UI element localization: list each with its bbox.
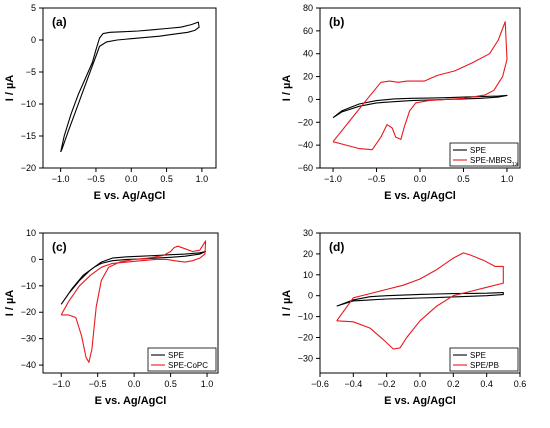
series-line-spe — [332, 94, 508, 119]
series-line-spe — [336, 292, 504, 307]
y-axis-title: I / µA — [281, 75, 293, 102]
y-tick-label: −10 — [21, 99, 36, 109]
y-tick-label: −40 — [21, 360, 36, 370]
panel-label: (c) — [52, 240, 67, 254]
y-tick-label: −20 — [21, 163, 36, 173]
x-tick-label: 0.0 — [125, 174, 138, 184]
panel-b: −1.0 −0.5 0.0 0.5 1.0 80 60 40 20 0 −20 −40 −60 E vs.… — [281, 3, 521, 202]
x-tick-label: −1.0 — [52, 379, 70, 389]
y-tick-label: 60 — [303, 26, 313, 36]
y-tick-label: −20 — [298, 332, 313, 342]
y-tick-label: −60 — [298, 163, 313, 173]
y-tick-label: −30 — [21, 334, 36, 344]
series-line-spe-pb — [336, 252, 504, 350]
x-tick-label: −0.4 — [344, 379, 362, 389]
x-axis-title: E vs. Ag/AgCl — [95, 395, 167, 407]
x-tick-label: 0.5 — [160, 174, 173, 184]
x-tick-label: 0.4 — [480, 379, 493, 389]
x-tick-label: 0.2 — [447, 379, 460, 389]
series-line-spe-mbrs — [332, 21, 508, 151]
y-tick-label: 0 — [31, 35, 36, 45]
panel-c: −1.0 −0.5 0.0 0.5 1.0 10 0 −10 −20 −30 −40 E vs. Ag… — [4, 228, 219, 407]
x-tick-label: −0.5 — [368, 174, 386, 184]
series-line-spe-copc — [60, 240, 207, 363]
panel-d: −0.6 −0.4 −0.2 0.0 0.2 0.4 0.6 30 20 10 0 −10 −20 −30… — [281, 228, 526, 407]
series-line-0 — [60, 21, 200, 153]
y-tick-label: 0 — [31, 254, 36, 264]
panel-label: (d) — [329, 240, 344, 254]
legend-label: SPE — [470, 146, 486, 155]
y-tick-label: 0 — [308, 291, 313, 301]
y-tick-label: 40 — [303, 49, 313, 59]
legend-label: SPE/PB — [470, 361, 499, 370]
legend-label: SPE-CoPC — [168, 361, 208, 370]
legend-label: SPE — [168, 351, 184, 360]
x-tick-label: 0.5 — [457, 174, 470, 184]
y-tick-label: −10 — [298, 312, 313, 322]
y-tick-label: −15 — [21, 131, 36, 141]
y-tick-label: 5 — [31, 3, 36, 13]
y-tick-label: −20 — [21, 307, 36, 317]
x-tick-label: 0.0 — [128, 379, 141, 389]
x-axis-title: E vs. Ag/AgCl — [384, 395, 456, 407]
y-tick-label: −40 — [298, 140, 313, 150]
x-tick-label: 0.0 — [414, 174, 427, 184]
x-axis-title: E vs. Ag/AgCl — [94, 190, 166, 202]
panel-a: −1.0 −0.5 0.0 0.5 1.0 5 0 −5 −10 −15 −20 E vs. Ag/A… — [4, 3, 217, 202]
x-tick-label: −0.6 — [311, 379, 329, 389]
x-tick-label: −0.5 — [87, 174, 105, 184]
y-tick-label: 20 — [303, 249, 313, 259]
y-axis-title: I / µA — [4, 290, 16, 317]
y-tick-label: −30 — [298, 353, 313, 363]
x-tick-label: 0.5 — [164, 379, 177, 389]
y-tick-label: 20 — [303, 72, 313, 82]
x-tick-label: −1.0 — [52, 174, 70, 184]
y-tick-label: −5 — [26, 67, 36, 77]
y-tick-label: 10 — [26, 228, 36, 238]
plot-frame — [42, 7, 217, 169]
y-tick-label: −10 — [21, 281, 36, 291]
y-tick-label: −20 — [298, 117, 313, 127]
series-line-spe — [60, 250, 207, 305]
x-tick-label: 1.0 — [201, 379, 214, 389]
x-tick-label: 0.6 — [514, 379, 527, 389]
y-tick-label: 30 — [303, 228, 313, 238]
plot-frame — [42, 232, 219, 374]
y-tick-label: 80 — [303, 3, 313, 13]
legend-label: SPE — [470, 351, 486, 360]
x-tick-label: −0.5 — [89, 379, 107, 389]
x-tick-label: 1.0 — [196, 174, 209, 184]
y-axis-title: I / µA — [281, 290, 293, 317]
x-tick-label: −1.0 — [324, 174, 342, 184]
x-axis-title: E vs. Ag/AgCl — [384, 190, 456, 202]
legend-label: SPE-MBRS1X — [470, 156, 519, 168]
x-tick-label: 1.0 — [501, 174, 514, 184]
y-axis-title: I / µA — [4, 75, 16, 102]
x-tick-label: −0.2 — [378, 379, 396, 389]
y-tick-label: 10 — [303, 270, 313, 280]
panel-label: (b) — [329, 15, 344, 29]
panel-label: (a) — [52, 15, 67, 29]
y-tick-label: 0 — [308, 94, 313, 104]
x-tick-label: 0.0 — [414, 379, 427, 389]
